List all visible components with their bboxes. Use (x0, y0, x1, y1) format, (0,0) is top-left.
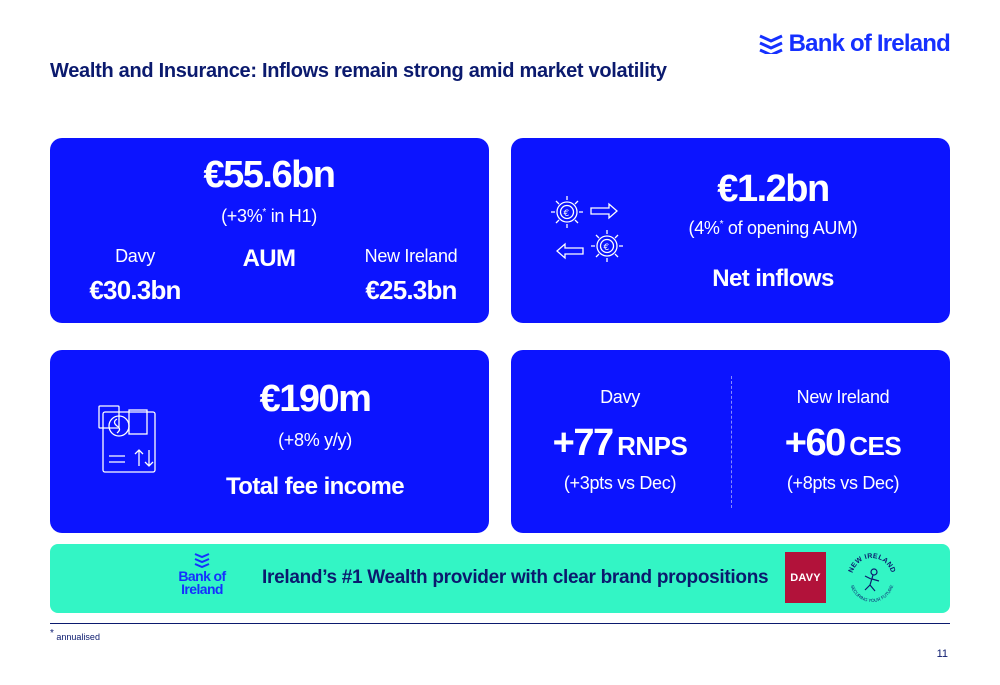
new-ireland-logo: NEW IRELAND SECURING YOUR FUTURE (848, 553, 896, 603)
figure-icon (864, 568, 880, 592)
svg-text:€: € (604, 243, 610, 253)
new-ireland-logo-text: NEW IRELAND (848, 553, 896, 574)
fee-income-value: €190m (259, 378, 372, 420)
bank-of-ireland-logo: Bank of Ireland (759, 30, 951, 58)
davy-label: Davy (115, 246, 155, 266)
page-number: 11 (936, 648, 948, 660)
fee-income-calculator-icon (98, 405, 156, 473)
aum-change: (+3%* in H1) (221, 206, 317, 226)
net-inflows-card: € € €1.2bn (4%* of opening AUM) Net infl… (511, 138, 950, 323)
new-ireland-label: New Ireland (364, 246, 458, 266)
davy-rnps-unit: RNPS (617, 431, 688, 461)
fee-income-change: (+8% y/y) (278, 430, 352, 450)
bank-of-ireland-chevron-icon (759, 34, 783, 54)
banner-text: Ireland’s #1 Wealth provider with clear … (262, 567, 769, 588)
customer-scores-card: Davy +77 RNPS (+3pts vs Dec) New Ireland… (511, 350, 950, 533)
brand-name: Bank of Ireland (788, 30, 951, 57)
page-title: Wealth and Insurance: Inflows remain str… (50, 60, 667, 82)
aum-label: AUM (242, 245, 296, 272)
net-inflows-label: Net inflows (712, 265, 834, 292)
svg-text:NEW IRELAND: NEW IRELAND (848, 553, 896, 574)
footnote: * annualised (50, 628, 100, 643)
bank-of-ireland-small-chevron-icon (194, 553, 210, 568)
logo-line-2: Ireland (181, 581, 223, 597)
new-ireland-ces: +60 CES (784, 422, 902, 465)
net-inflows-note: (4%* of opening AUM) (688, 218, 858, 238)
fee-income-label: Total fee income (226, 473, 405, 500)
net-inflows-value: €1.2bn (717, 168, 830, 210)
brand-banner: Bank of Ireland Ireland’s #1 Wealth prov… (50, 544, 950, 613)
new-ireland-ces-note: (+8pts vs Dec) (786, 473, 900, 493)
davy-logo: DAVY (785, 552, 826, 603)
davy-score-label: Davy (600, 387, 640, 407)
new-ireland-ces-unit: CES (849, 431, 902, 461)
logo-line-1: Bank of (178, 568, 226, 584)
aum-value: €55.6bn (203, 154, 336, 196)
new-ireland-aum-value: €25.3bn (365, 275, 457, 305)
card-divider (731, 376, 732, 508)
new-ireland-score-label: New Ireland (796, 387, 890, 407)
davy-rnps-note: (+3pts vs Dec) (563, 473, 677, 493)
footer-rule (50, 623, 950, 624)
new-ireland-ces-value: +60 (784, 422, 846, 464)
davy-rnps-value: +77 (552, 422, 614, 464)
bank-of-ireland-small-logo: Bank of Ireland (177, 552, 227, 596)
davy-aum-value: €30.3bn (89, 275, 181, 305)
fee-income-card: €190m (+8% y/y) Total fee income (50, 350, 489, 533)
euro-gears-exchange-icon: € € (551, 196, 623, 262)
svg-text:€: € (564, 209, 570, 219)
aum-card: €55.6bn (+3%* in H1) Davy €30.3bn AUM Ne… (50, 138, 489, 323)
davy-rnps: +77 RNPS (553, 422, 688, 465)
